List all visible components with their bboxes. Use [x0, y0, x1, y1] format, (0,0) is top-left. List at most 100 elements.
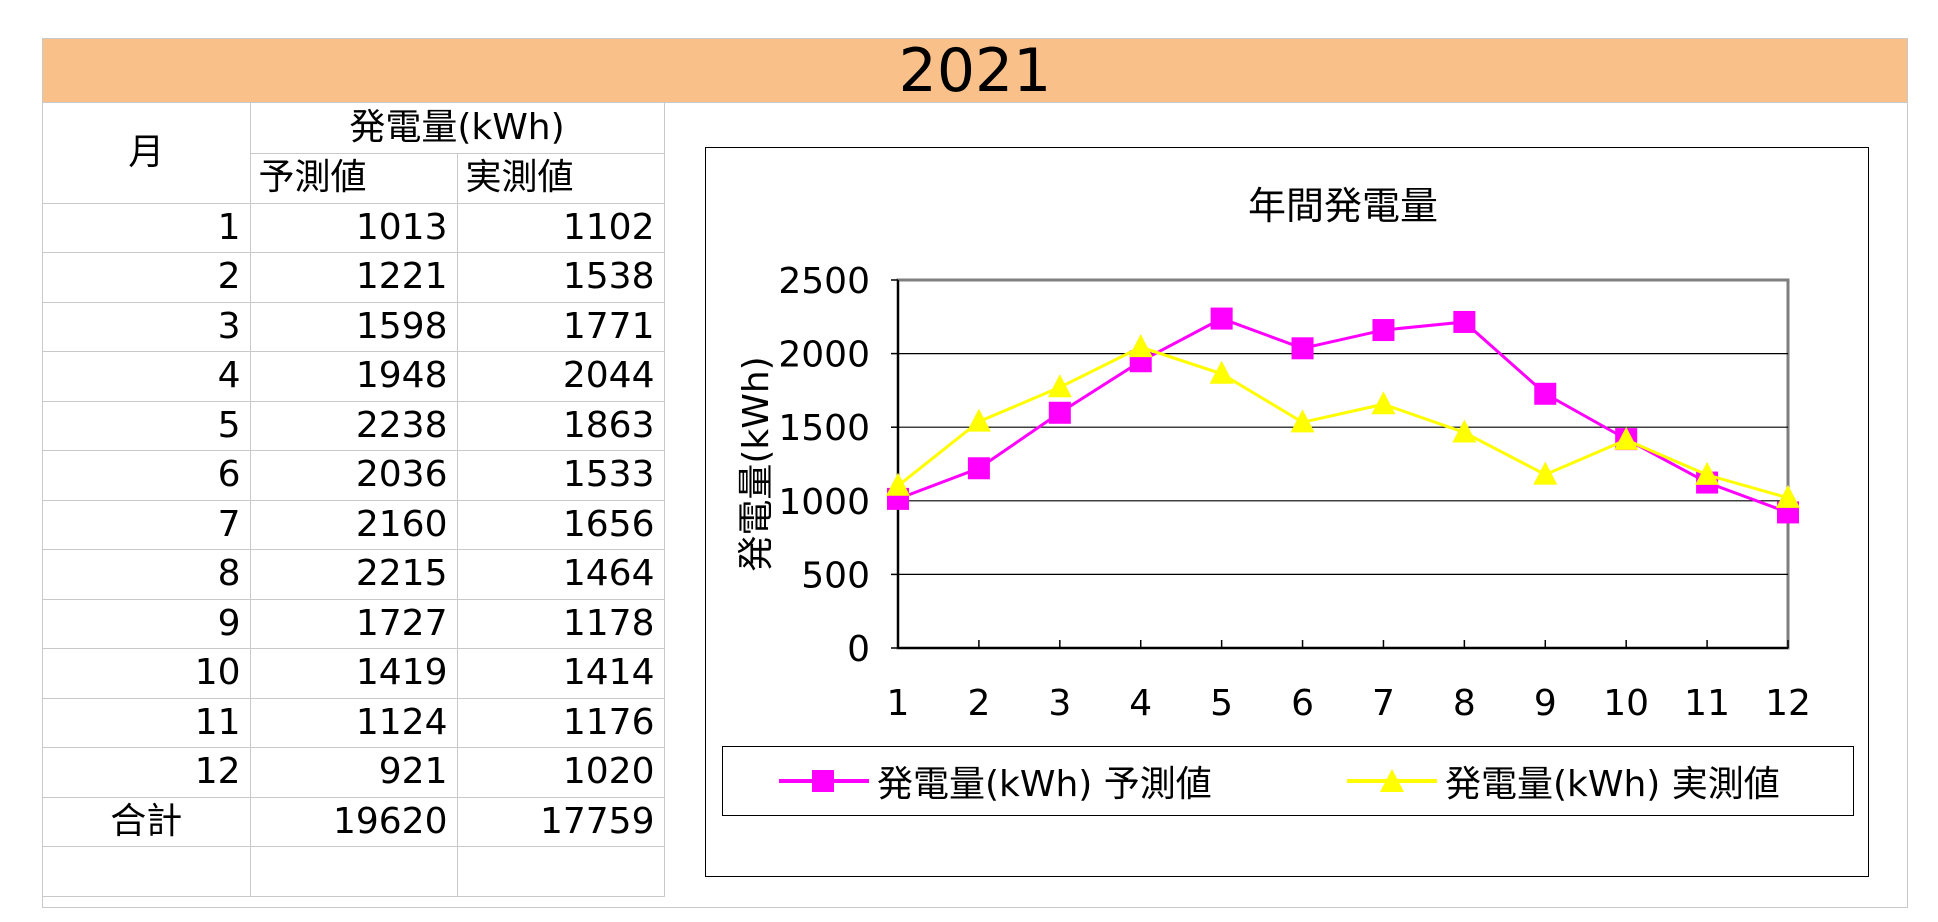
table-row: 4 1948 2044	[43, 351, 665, 402]
month-cell[interactable]: 8	[43, 549, 251, 600]
chart-title: 年間発電量	[1248, 184, 1438, 228]
predicted-cell[interactable]: 1013	[250, 203, 458, 253]
legend-item-actual: 発電量(kWh) 実測値	[1347, 747, 1780, 815]
y-tick-label: 500	[801, 555, 870, 596]
y-tick-label: 1000	[778, 482, 870, 523]
series-line-1	[897, 345, 1789, 500]
table-row: 11 1124 1176	[43, 698, 665, 748]
actual-cell[interactable]: 1538	[457, 252, 665, 303]
x-tick-label: 6	[1291, 683, 1314, 724]
chart-legend: 発電量(kWh) 予測値 発電量(kWh) 実測値	[722, 746, 1854, 816]
predicted-cell[interactable]: 2215	[250, 549, 458, 600]
table-row: 1 1013 1102	[43, 203, 665, 253]
month-cell[interactable]: 5	[43, 401, 251, 451]
legend-actual-label: 発電量(kWh) 実測値	[1445, 764, 1780, 805]
actual-cell[interactable]: 1414	[457, 648, 665, 699]
x-tick-label: 7	[1372, 683, 1395, 724]
table-row: 3 1598 1771	[43, 302, 665, 352]
data-point-square	[1372, 319, 1395, 342]
table-total-row: 合計 19620 17759	[43, 797, 665, 847]
plot-area	[896, 278, 1790, 650]
month-cell[interactable]: 9	[43, 599, 251, 649]
actual-cell[interactable]: 1178	[457, 599, 665, 649]
x-tick-label: 8	[1453, 683, 1476, 724]
predicted-cell[interactable]: 1124	[250, 698, 458, 748]
blank-cell[interactable]	[457, 846, 665, 897]
actual-cell[interactable]: 1102	[457, 203, 665, 253]
legend-item-predicted: 発電量(kWh) 予測値	[779, 747, 1212, 815]
spreadsheet-area: 2021 月 発電量(kWh) 予測値 実測値 1 1013 1102 2 1221 15…	[42, 38, 1908, 908]
data-point-square	[1453, 310, 1476, 333]
month-cell[interactable]: 7	[43, 500, 251, 550]
month-cell[interactable]: 1	[43, 203, 251, 253]
month-cell[interactable]: 6	[43, 450, 251, 501]
predicted-cell[interactable]: 1598	[250, 302, 458, 352]
y-tick-label: 2500	[778, 261, 870, 302]
actual-cell[interactable]: 1464	[457, 549, 665, 600]
table-row: 2 1221 1538	[43, 252, 665, 303]
actual-cell[interactable]: 1020	[457, 747, 665, 798]
y-tick-label: 1500	[778, 408, 870, 449]
table-row: 9 1727 1178	[43, 599, 665, 649]
x-tick-label: 10	[1603, 683, 1649, 724]
month-cell[interactable]: 3	[43, 302, 251, 352]
data-point-triangle	[1047, 374, 1072, 398]
x-tick-label: 4	[1129, 683, 1152, 724]
table-row: 12 921 1020	[43, 747, 665, 798]
data-point-square	[1210, 307, 1233, 330]
actual-cell[interactable]: 1863	[457, 401, 665, 451]
actual-cell[interactable]: 1771	[457, 302, 665, 352]
month-cell[interactable]: 12	[43, 747, 251, 798]
x-tick-label: 5	[1210, 683, 1233, 724]
total-predicted[interactable]: 19620	[250, 797, 458, 847]
data-point-triangle	[966, 408, 991, 432]
actual-cell[interactable]: 1533	[457, 450, 665, 501]
predicted-cell[interactable]: 1948	[250, 351, 458, 402]
data-point-triangle	[1209, 360, 1234, 384]
table-row: 8 2215 1464	[43, 549, 665, 600]
blank-cell[interactable]	[250, 846, 458, 897]
x-tick-label: 11	[1684, 683, 1730, 724]
x-tick-label: 2	[967, 683, 990, 724]
predicted-cell[interactable]: 2160	[250, 500, 458, 550]
predicted-cell[interactable]: 2036	[250, 450, 458, 501]
predicted-cell[interactable]: 2238	[250, 401, 458, 451]
data-point-triangle	[1452, 419, 1477, 443]
data-point-square	[1534, 382, 1557, 405]
header-month: 月	[43, 103, 251, 204]
table-header-row-2: 予測値 実測値	[43, 153, 665, 204]
data-point-square	[1048, 401, 1071, 424]
x-tick-label: 9	[1534, 683, 1557, 724]
month-cell[interactable]: 2	[43, 252, 251, 303]
month-cell[interactable]: 10	[43, 648, 251, 699]
table-blank-row	[43, 846, 665, 897]
y-tick-label: 2000	[778, 335, 870, 376]
table-row: 5 2238 1863	[43, 401, 665, 451]
total-label[interactable]: 合計	[43, 797, 251, 847]
predicted-cell[interactable]: 921	[250, 747, 458, 798]
month-cell[interactable]: 4	[43, 351, 251, 402]
total-actual[interactable]: 17759	[457, 797, 665, 847]
year-title: 2021	[43, 39, 1907, 103]
month-cell[interactable]: 11	[43, 698, 251, 748]
data-point-triangle	[1290, 409, 1315, 433]
data-point-triangle	[1695, 461, 1720, 485]
predicted-cell[interactable]: 1419	[250, 648, 458, 699]
header-generation: 発電量(kWh)	[250, 103, 665, 154]
table-row: 7 2160 1656	[43, 500, 665, 550]
data-point-square	[1291, 337, 1314, 360]
data-point-triangle	[1776, 484, 1800, 508]
actual-cell[interactable]: 1176	[457, 698, 665, 748]
blank-cell[interactable]	[43, 846, 251, 897]
predicted-cell[interactable]: 1727	[250, 599, 458, 649]
data-point-triangle	[1128, 334, 1153, 358]
annual-generation-chart: 年間発電量 0 500 1000 1500 2000 2500 1 2 3 4 5 6 7 8 9 10 11 12…	[705, 147, 1869, 877]
actual-cell[interactable]: 2044	[457, 351, 665, 402]
table-row: 6 2036 1533	[43, 450, 665, 501]
generation-table: 月 発電量(kWh) 予測値 実測値 1 1013 1102 2 1221 1538 3 15…	[43, 103, 665, 897]
header-predicted: 予測値	[250, 153, 458, 204]
actual-cell[interactable]: 1656	[457, 500, 665, 550]
predicted-cell[interactable]: 1221	[250, 252, 458, 303]
legend-predicted-label: 発電量(kWh) 予測値	[877, 764, 1212, 805]
